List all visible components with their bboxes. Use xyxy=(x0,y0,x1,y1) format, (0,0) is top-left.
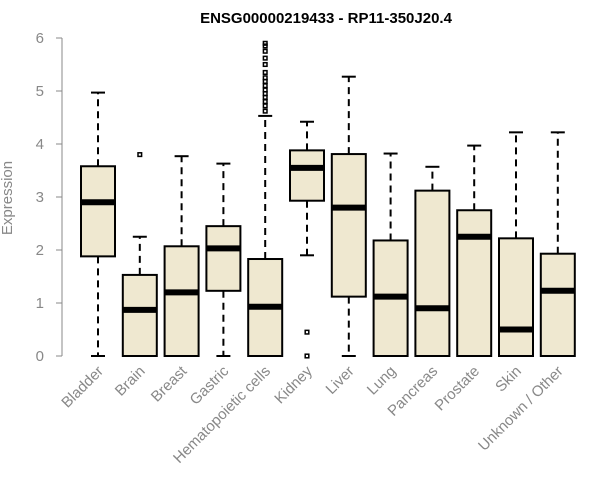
category-label: Lung xyxy=(364,363,400,399)
box-skin xyxy=(498,131,534,357)
iqr-box xyxy=(414,189,451,357)
y-tick-label: 3 xyxy=(36,189,44,206)
outlier-point xyxy=(262,83,268,89)
box-bladder xyxy=(80,91,116,357)
y-tick-label: 0 xyxy=(36,348,44,365)
box-brain xyxy=(121,152,158,357)
outlier-point xyxy=(262,69,268,76)
y-axis: 0 1 2 3 4 5 6 xyxy=(36,30,63,365)
iqr-box xyxy=(330,153,367,298)
outlier-point xyxy=(262,61,268,68)
iqr-box xyxy=(289,149,325,202)
category-label: Brain xyxy=(112,363,149,400)
box-gastric xyxy=(205,162,242,357)
y-tick-label: 6 xyxy=(36,30,44,47)
outlier-point xyxy=(304,353,310,359)
outlier-point xyxy=(262,43,268,49)
box-liver xyxy=(330,75,367,357)
iqr-box xyxy=(456,209,493,357)
outlier-point xyxy=(262,87,268,93)
category-label: Skin xyxy=(492,363,525,396)
y-tick-label: 2 xyxy=(36,242,44,259)
outlier-point xyxy=(262,55,268,61)
category-label: Bladder xyxy=(58,363,107,412)
category-label: Breast xyxy=(148,362,191,405)
box-breast xyxy=(163,155,200,357)
box-hematopoietic-cells xyxy=(247,40,284,358)
category-label: Liver xyxy=(323,363,358,398)
box-kidney xyxy=(289,120,325,359)
outlier-point xyxy=(262,103,268,109)
iqr-box xyxy=(163,245,200,357)
y-tick-label: 5 xyxy=(36,83,44,100)
outlier-point xyxy=(262,48,268,54)
iqr-box xyxy=(539,252,576,358)
outlier-point xyxy=(137,152,143,158)
box-prostate xyxy=(456,144,493,357)
box-pancreas xyxy=(414,165,451,357)
outlier-point xyxy=(304,329,310,335)
category-label: Kidney xyxy=(271,362,316,407)
outlier-point xyxy=(262,40,268,46)
box-lung xyxy=(372,152,409,358)
iqr-box xyxy=(80,165,116,258)
box-unknown-other xyxy=(539,131,576,358)
y-tick-label: 1 xyxy=(36,295,44,312)
chart-title: ENSG00000219433 - RP11-350J20.4 xyxy=(200,10,453,27)
outlier-point xyxy=(262,99,268,105)
iqr-box xyxy=(121,273,158,357)
iqr-box xyxy=(498,237,534,357)
outlier-point xyxy=(262,75,268,81)
boxes xyxy=(80,40,576,359)
y-tick-label: 4 xyxy=(36,136,44,153)
outlier-point xyxy=(262,108,268,114)
iqr-box xyxy=(205,225,242,292)
category-label: Prostate xyxy=(431,363,483,415)
y-axis-label: Expression xyxy=(0,161,16,235)
